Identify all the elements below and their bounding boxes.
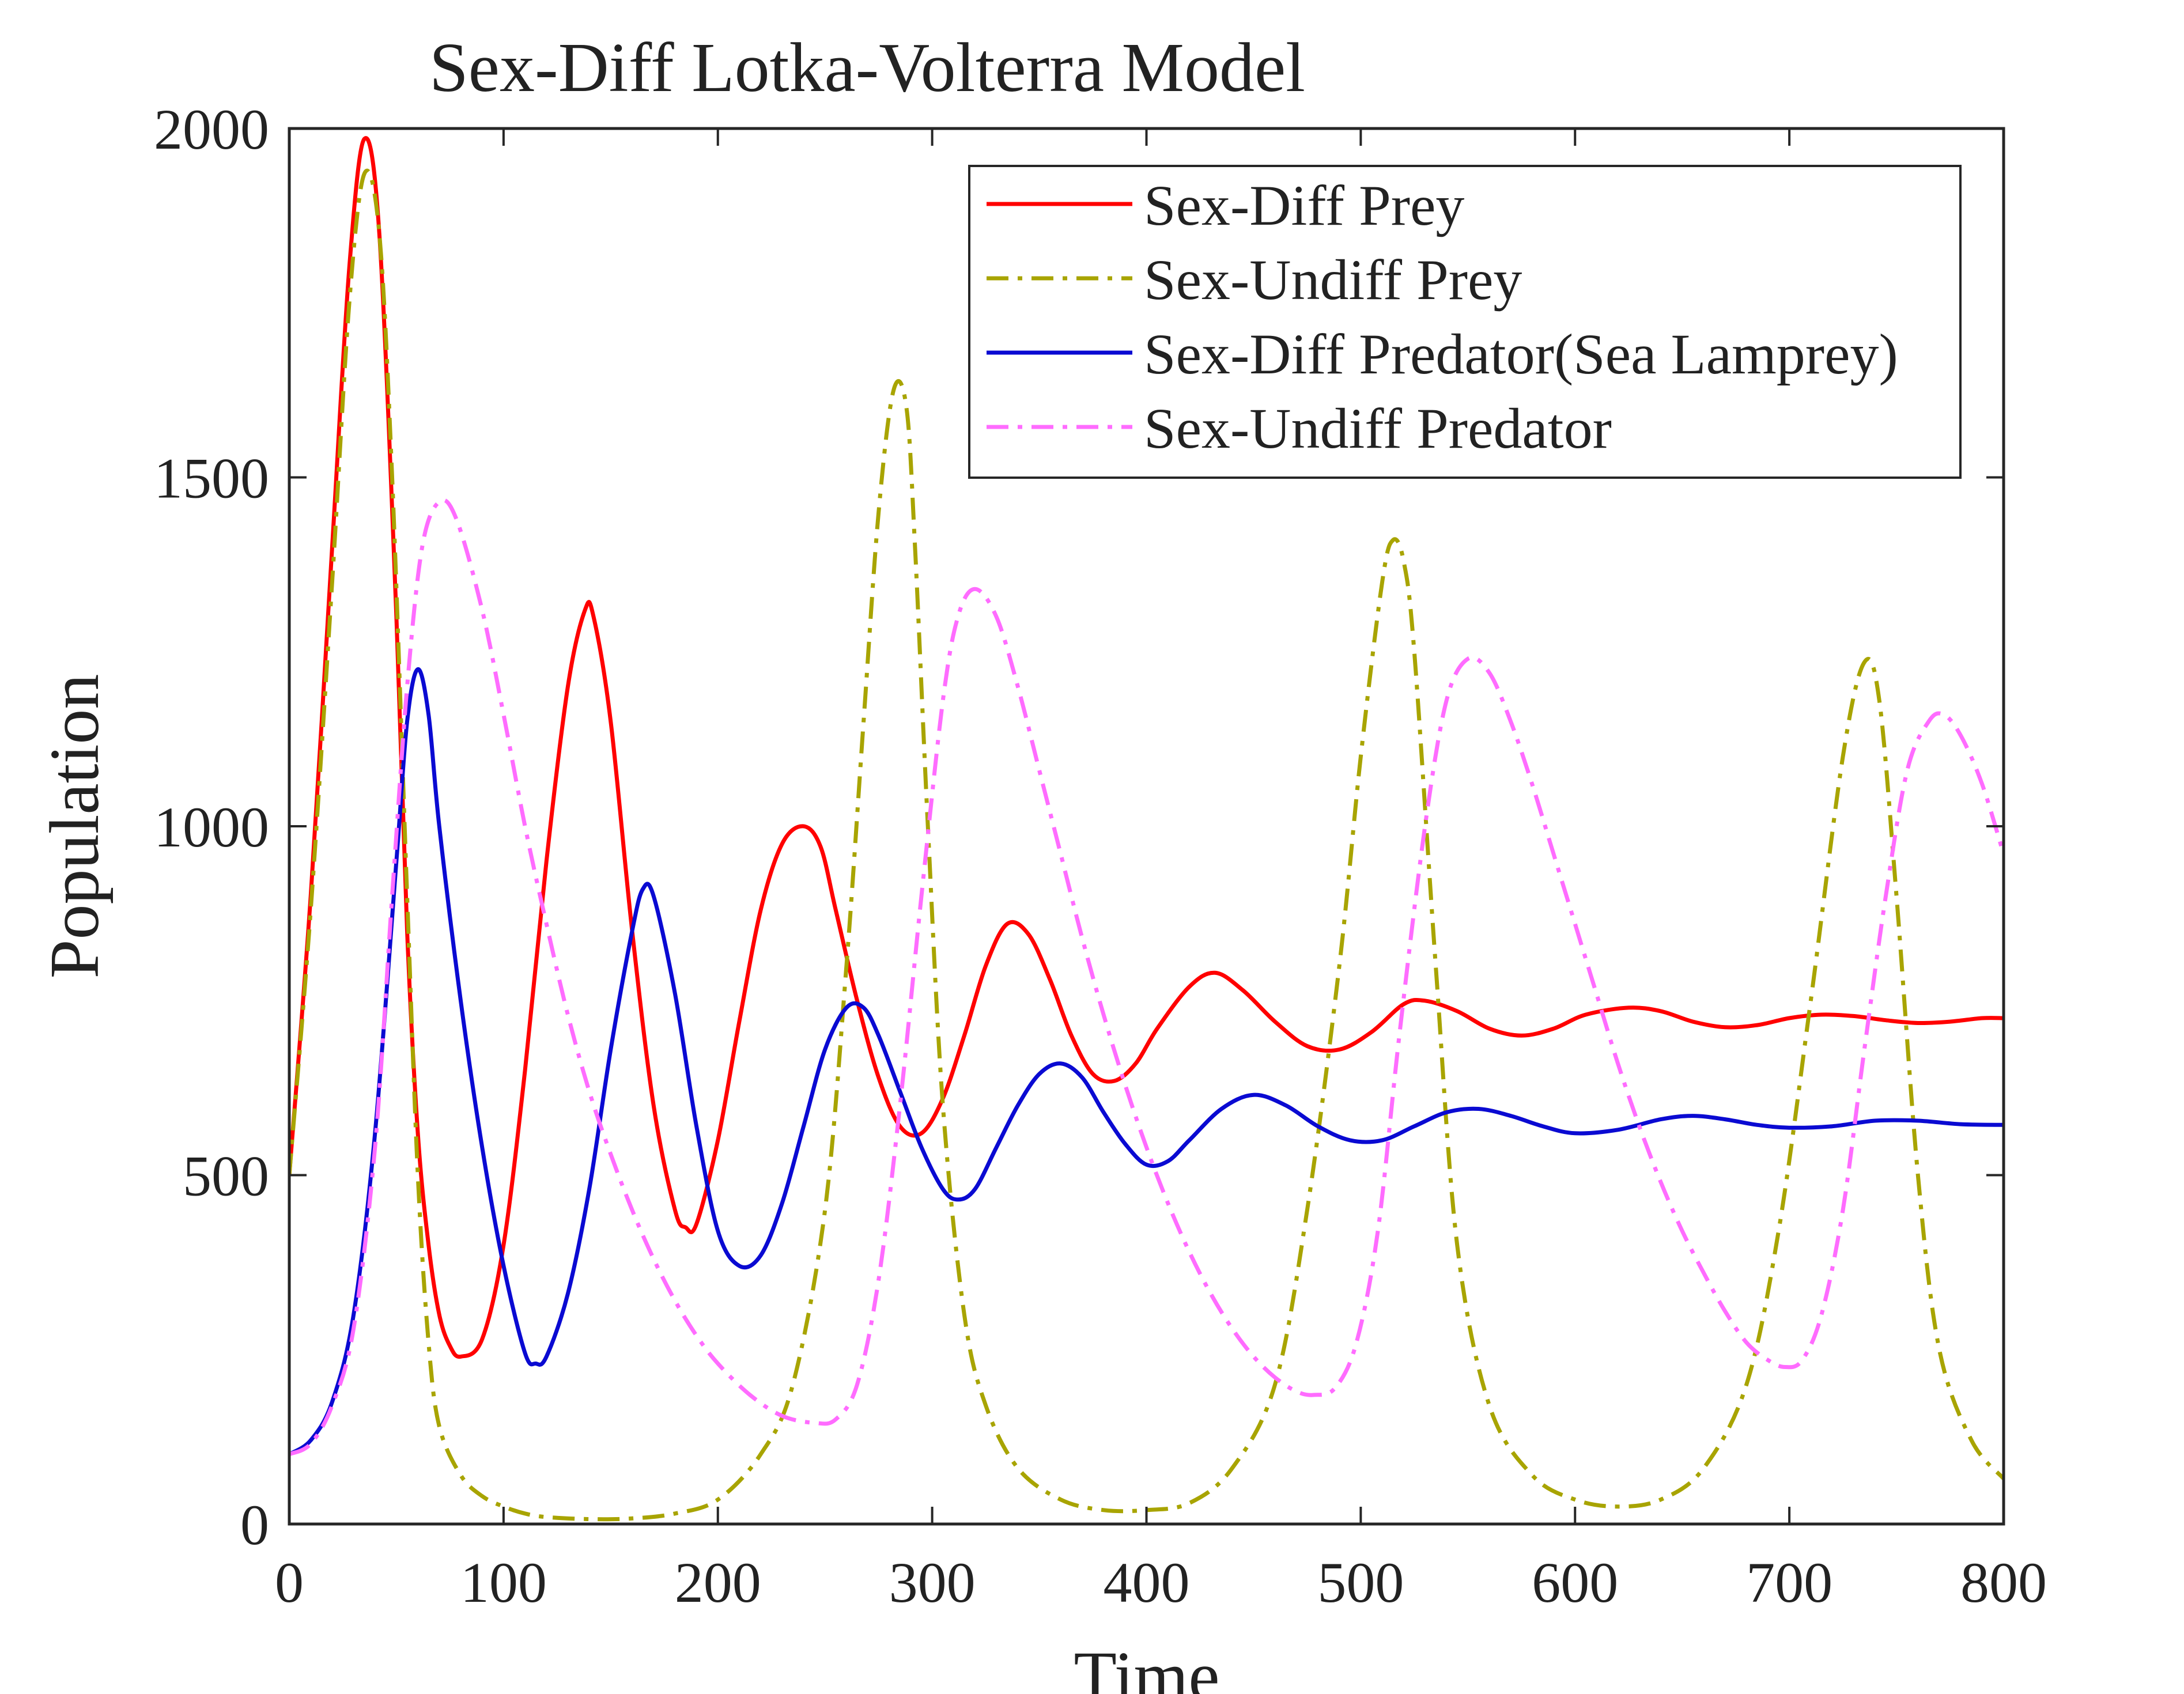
x-tick-label: 200 bbox=[675, 1551, 761, 1614]
x-tick-label: 100 bbox=[460, 1551, 547, 1614]
y-tick-label: 1000 bbox=[154, 795, 269, 859]
legend-item: Sex-Diff Prey bbox=[987, 173, 1464, 237]
legend-item: Sex-Diff Predator(Sea Lamprey) bbox=[987, 322, 1898, 386]
legend-box bbox=[968, 165, 1962, 479]
legend-item: Sex-Undiff Predator bbox=[987, 396, 1612, 460]
x-tick-label: 600 bbox=[1532, 1551, 1618, 1614]
x-tick-label: 500 bbox=[1317, 1551, 1404, 1614]
x-tick-label: 800 bbox=[1960, 1551, 2047, 1614]
x-tick-label: 0 bbox=[275, 1551, 304, 1614]
legend-label: Sex-Undiff Prey bbox=[1144, 248, 1522, 312]
legend-items: Sex-Diff Prey Sex-Undiff Prey Sex-Diff Pre… bbox=[987, 173, 1898, 460]
chart-title: Sex-Diff Lotka-Volterra Model bbox=[429, 29, 1305, 107]
series-line-2 bbox=[289, 168, 2004, 1522]
x-tick-label: 400 bbox=[1104, 1551, 1190, 1614]
legend: Sex-Diff Prey Sex-Undiff Prey Sex-Diff Pre… bbox=[968, 165, 1962, 479]
legend-label: Sex-Diff Predator(Sea Lamprey) bbox=[1144, 322, 1898, 386]
legend-item: Sex-Undiff Prey bbox=[987, 248, 1522, 312]
series-layer bbox=[289, 136, 2004, 1522]
legend-label: Sex-Diff Prey bbox=[1144, 173, 1464, 237]
x-axis-label: Time bbox=[1074, 1638, 1219, 1694]
series-line-3 bbox=[289, 667, 2004, 1456]
y-axis-label: Population bbox=[36, 674, 114, 979]
tick-labels: 0 100 200 300 400 500 600 700 800 0 500 1000 1500 200… bbox=[154, 97, 2047, 1614]
plot-area bbox=[288, 127, 2005, 1526]
legend-label: Sex-Undiff Predator bbox=[1144, 396, 1612, 460]
x-tick-label: 300 bbox=[889, 1551, 976, 1614]
y-tick-label: 0 bbox=[240, 1493, 269, 1557]
y-tick-label: 500 bbox=[183, 1144, 269, 1208]
series-line-4 bbox=[289, 498, 2004, 1457]
y-tick-label: 2000 bbox=[154, 97, 269, 161]
ticks-layer bbox=[288, 127, 2005, 1525]
x-tick-label: 700 bbox=[1746, 1551, 1832, 1614]
y-tick-label: 1500 bbox=[154, 447, 269, 511]
